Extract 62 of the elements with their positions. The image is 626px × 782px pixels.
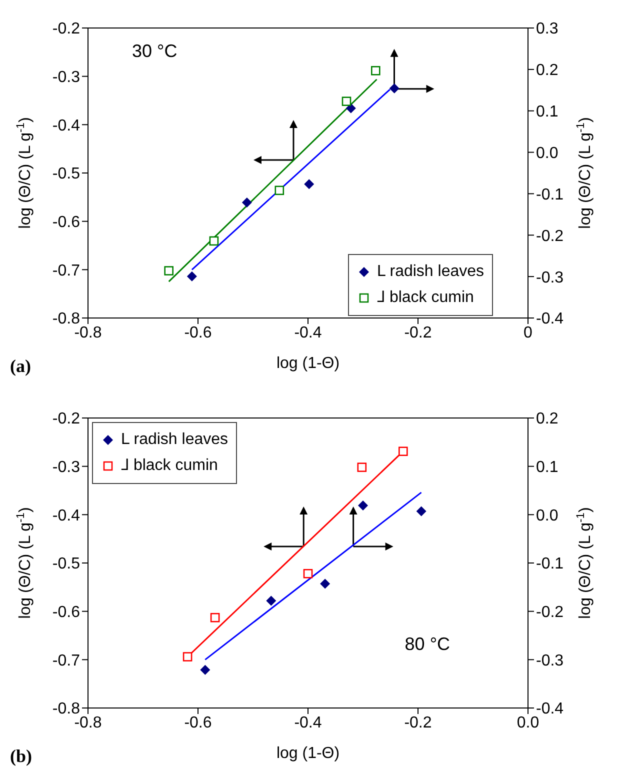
point xyxy=(164,266,174,276)
y2-tick-label: 0.1 xyxy=(536,104,558,121)
point xyxy=(398,446,408,456)
y-tick-label: -0.6 xyxy=(52,604,80,622)
y-tick-label: -0.3 xyxy=(52,459,80,476)
legend-label: L radish leaves xyxy=(377,262,484,282)
legend-label: L radish leaves xyxy=(121,430,228,450)
y2-tick-label: 0.0 xyxy=(536,507,558,524)
x-tick-label: -0.2 xyxy=(404,714,432,732)
legend-label: ⅃ black cumin xyxy=(377,288,474,308)
legend-label: ⅃ black cumin xyxy=(121,456,218,476)
y2-tick-label: -0.1 xyxy=(536,556,564,573)
point xyxy=(342,96,352,106)
y-tick-label: -0.2 xyxy=(52,20,80,38)
y2-tick-label: -0.1 xyxy=(536,186,564,204)
point xyxy=(371,66,380,76)
y2-tick-label: 0.2 xyxy=(536,410,558,428)
x-axis-title: log (1-Θ) xyxy=(276,355,340,372)
y2-tick-label: 0.0 xyxy=(536,144,558,162)
y2-tick-label: 0.2 xyxy=(536,62,558,80)
point xyxy=(186,271,197,282)
y2-tick-label: 0.1 xyxy=(536,459,558,476)
y2-tick-label: -0.2 xyxy=(536,228,564,245)
point xyxy=(320,578,330,589)
point xyxy=(266,596,276,606)
x-axis-title: log (1-Θ) xyxy=(276,745,340,762)
y-tick-label: -0.7 xyxy=(52,262,80,280)
x-tick-label: -0.4 xyxy=(294,714,322,732)
y-tick-label: -0.7 xyxy=(52,652,80,670)
text: (b) xyxy=(10,746,32,767)
y-tick-label: -0.6 xyxy=(52,214,80,232)
point xyxy=(274,186,284,196)
y-tick-label: -0.5 xyxy=(52,556,80,573)
point xyxy=(357,462,367,472)
y-tick-label: -0.4 xyxy=(52,117,80,134)
x-tick-label: -0.2 xyxy=(404,324,432,342)
y2-tick-label: -0.3 xyxy=(536,269,564,286)
x-tick-label: 0 xyxy=(524,324,533,342)
text: (a) xyxy=(10,356,31,377)
y-tick-label: -0.3 xyxy=(52,69,80,86)
y2-tick-label: -0.3 xyxy=(536,652,564,670)
y-tick-label: -0.4 xyxy=(52,507,80,524)
point xyxy=(358,500,368,510)
point xyxy=(389,83,400,94)
point xyxy=(303,568,313,578)
y2-tick-label: -0.4 xyxy=(536,310,564,328)
point xyxy=(209,236,219,246)
x-tick-label: -0.6 xyxy=(184,324,212,342)
y-tick-label: -0.2 xyxy=(52,410,80,428)
point xyxy=(416,506,426,516)
y2-tick-label: -0.2 xyxy=(536,604,564,622)
point xyxy=(242,197,252,208)
point xyxy=(210,612,220,622)
point xyxy=(182,652,192,662)
annotation: 80 °C xyxy=(404,634,450,654)
y2-tick-label: 0.3 xyxy=(536,20,558,38)
y-tick-label: -0.5 xyxy=(52,166,80,183)
x-tick-label: -0.4 xyxy=(294,324,322,342)
point xyxy=(200,664,210,675)
x-tick-label: -0.6 xyxy=(184,714,212,732)
point xyxy=(304,179,314,190)
annotation: 30 °C xyxy=(132,41,178,61)
